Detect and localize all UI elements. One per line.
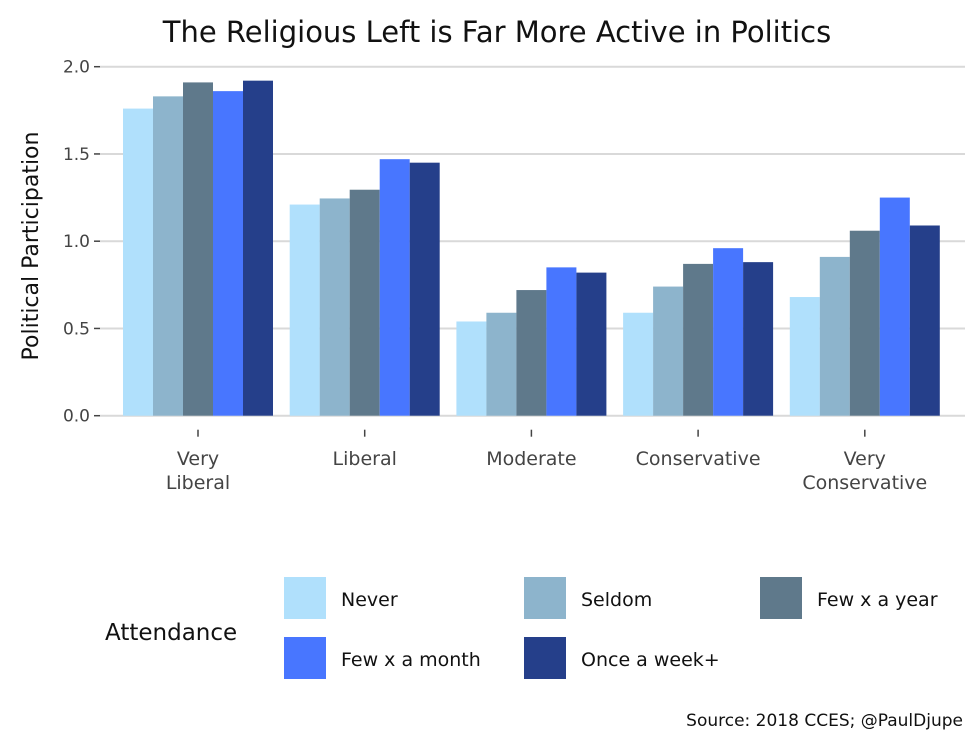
bar bbox=[289, 204, 320, 416]
bar bbox=[123, 108, 153, 416]
y-axis-label: Political Participation bbox=[19, 132, 44, 361]
bar bbox=[486, 312, 517, 416]
bar bbox=[213, 91, 243, 416]
legend-label: Seldom bbox=[581, 589, 652, 611]
legend-item: Once a week+ bbox=[524, 637, 720, 679]
bar bbox=[713, 248, 744, 416]
bar bbox=[379, 159, 410, 416]
bar bbox=[243, 80, 273, 416]
chart-title: The Religious Left is Far More Active in… bbox=[162, 15, 831, 49]
legend-item: Seldom bbox=[524, 577, 652, 619]
x-tick-label: Conservative bbox=[636, 448, 761, 470]
legend-item: Few x a month bbox=[284, 637, 481, 679]
y-tick-label: 0.5 bbox=[63, 319, 90, 339]
legend-label: Few x a month bbox=[341, 649, 481, 671]
y-tick-label: 1.0 bbox=[63, 232, 90, 252]
legend-swatch bbox=[284, 577, 326, 619]
legend-item: Never bbox=[284, 577, 398, 619]
bar bbox=[319, 198, 350, 416]
y-tick-label: 2.0 bbox=[63, 58, 90, 78]
y-tick-label: 0.0 bbox=[63, 407, 90, 427]
bar bbox=[456, 321, 487, 416]
bar bbox=[789, 297, 820, 416]
x-tick-label: Liberal bbox=[333, 448, 397, 470]
bar bbox=[409, 162, 440, 416]
bar bbox=[153, 96, 183, 416]
y-tick-label: 1.5 bbox=[63, 145, 90, 165]
bar bbox=[879, 197, 910, 416]
bar bbox=[576, 272, 607, 416]
legend-label: Once a week+ bbox=[581, 649, 720, 671]
legend-item: Few x a year bbox=[760, 577, 938, 619]
bar bbox=[653, 286, 684, 416]
x-tick-label: Very Conservative bbox=[802, 448, 927, 494]
bar bbox=[819, 256, 850, 416]
bar bbox=[623, 312, 654, 416]
bar bbox=[743, 262, 774, 416]
bar bbox=[183, 82, 213, 416]
bar bbox=[349, 189, 380, 416]
bar bbox=[849, 230, 880, 416]
legend-swatch bbox=[760, 577, 802, 619]
legend-swatch bbox=[524, 637, 566, 679]
legend-label: Never bbox=[341, 589, 398, 611]
legend-swatch bbox=[284, 637, 326, 679]
legend-title: Attendance bbox=[105, 620, 237, 646]
x-tick-label: Moderate bbox=[486, 448, 576, 470]
bar bbox=[546, 267, 577, 416]
x-tick-label: Very Liberal bbox=[166, 448, 230, 494]
legend-swatch bbox=[524, 577, 566, 619]
legend-label: Few x a year bbox=[817, 589, 938, 611]
bar bbox=[683, 263, 714, 416]
bar bbox=[516, 290, 547, 416]
caption: Source: 2018 CCES; @PaulDjupe bbox=[686, 711, 963, 731]
bar bbox=[909, 225, 940, 416]
